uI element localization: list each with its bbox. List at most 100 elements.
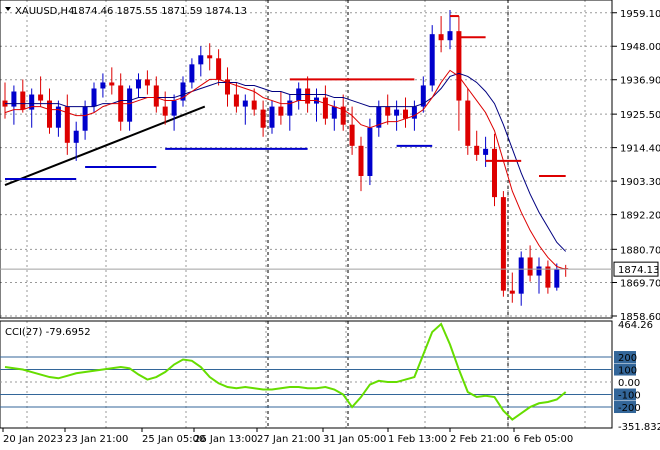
candle-body (233, 94, 239, 107)
candle-body (162, 106, 168, 116)
candle-body (358, 145, 364, 176)
cci-tick-label: 200 (618, 353, 637, 364)
candle-body (518, 257, 524, 294)
price-tick-label: 1914.40 (620, 144, 660, 155)
candle-body (91, 88, 97, 107)
candle-body (527, 257, 533, 276)
candle-body (331, 106, 337, 119)
time-tick-label: 20 Jan 2023 (3, 434, 63, 445)
candle-body (394, 109, 400, 116)
candle-body (340, 106, 346, 125)
time-tick-label: 26 Jan 13:00 (194, 434, 257, 445)
candle-body (492, 148, 497, 198)
candle-body (55, 106, 61, 128)
candle-body (189, 64, 195, 83)
candle-body (367, 127, 373, 176)
candle-body (456, 31, 462, 101)
candle-body (269, 106, 275, 128)
candle-body (429, 34, 435, 86)
price-tick-label: 1925.50 (620, 110, 660, 121)
price-tick-label: 1948.00 (620, 42, 660, 53)
candle-body (465, 100, 471, 146)
candle-body (11, 91, 17, 107)
price-tick-label: 1936.90 (620, 76, 660, 87)
cci-tick-label: -351.8323 (618, 422, 660, 433)
ma-fast-line (4, 69, 566, 271)
candle-body (447, 31, 453, 41)
price-tick-label: 1858.60 (620, 312, 660, 323)
time-tick-label: 1 Feb 13:00 (388, 434, 447, 445)
cci-tick-label: -100 (618, 391, 641, 402)
candle-body (47, 100, 52, 128)
candle-body (29, 94, 35, 110)
candle-body (38, 94, 44, 101)
candle-body (180, 82, 186, 101)
cci-tick-label: 464.26 (618, 320, 653, 331)
ma-slow-line (5, 72, 567, 252)
candle-body (278, 106, 284, 116)
candle-body (420, 85, 426, 107)
cci-tick-label: -200 (618, 403, 641, 414)
candle-body (64, 106, 70, 143)
candle-body (260, 109, 266, 128)
candle-body (171, 100, 177, 116)
cci-level-box (614, 388, 636, 401)
cci-label: CCI(27) -79.6952 (5, 327, 91, 338)
candle-body (411, 106, 417, 119)
cci-panel[interactable]: CCI(27) -79.6952 (0, 320, 613, 429)
candle-body (305, 88, 311, 104)
time-tick-label: 31 Jan 05:00 (323, 434, 386, 445)
candle-body (216, 58, 222, 80)
candle-body (153, 85, 159, 107)
header-dropdown-icon[interactable] (5, 7, 11, 11)
candle-body (207, 55, 213, 59)
time-tick-label: 23 Jan 21:00 (65, 434, 128, 445)
candle-body (403, 109, 408, 119)
candle-body (500, 197, 506, 291)
candle-body (385, 106, 391, 116)
candle-body (474, 145, 480, 155)
time-tick-label: 6 Feb 05:00 (514, 434, 573, 445)
time-tick-label: 27 Jan 21:00 (257, 434, 320, 445)
candle-body (20, 91, 26, 110)
price-tick-label: 1903.30 (620, 177, 660, 188)
candle-body (127, 88, 133, 122)
candle-body (483, 148, 489, 155)
trendline (4, 105, 206, 186)
price-panel[interactable]: XAUUSD,H4 1874.46 1875.55 1871.59 1874.1… (0, 0, 613, 319)
time-tick-label: 2 Feb 21:00 (450, 434, 509, 445)
candle-body (198, 55, 204, 65)
candle-body (545, 266, 551, 288)
price-tick-label: 1959.10 (620, 9, 660, 20)
time-tick-label: 25 Jan 05:00 (142, 434, 205, 445)
cci-tick-label: 0.00 (618, 378, 640, 389)
candle-body (322, 97, 328, 119)
price-axis: 1959.10 1948.00 1936.90 1925.50 1914.40 1903.… (0, 9, 660, 323)
price-tick-label: 1869.70 (620, 279, 660, 290)
candle-body (438, 34, 444, 41)
candle-body (109, 82, 115, 86)
candle-body (287, 100, 293, 116)
current-price-label: 1874.13 (618, 265, 659, 276)
candle-body (136, 79, 141, 89)
price-tick-label: 1880.70 (620, 245, 660, 256)
current-price-box (613, 261, 659, 277)
candle-body (100, 82, 106, 89)
candle-body (73, 130, 79, 143)
symbol-label: XAUUSD,H4 (15, 6, 74, 17)
cci-line (4, 322, 567, 421)
ohlc-readout: 1874.46 1875.55 1871.59 1874.13 (72, 6, 247, 17)
cci-level-box (614, 351, 636, 364)
candle-body (82, 106, 88, 131)
candle-body (242, 100, 248, 107)
cci-tick-label: 100 (618, 366, 637, 377)
candle-body (509, 290, 515, 294)
cci-level-box (614, 363, 636, 376)
candle-body (376, 106, 382, 128)
price-tick-label: 1892.20 (620, 211, 660, 222)
cci-level-box (614, 401, 636, 414)
candle-body (349, 124, 355, 146)
